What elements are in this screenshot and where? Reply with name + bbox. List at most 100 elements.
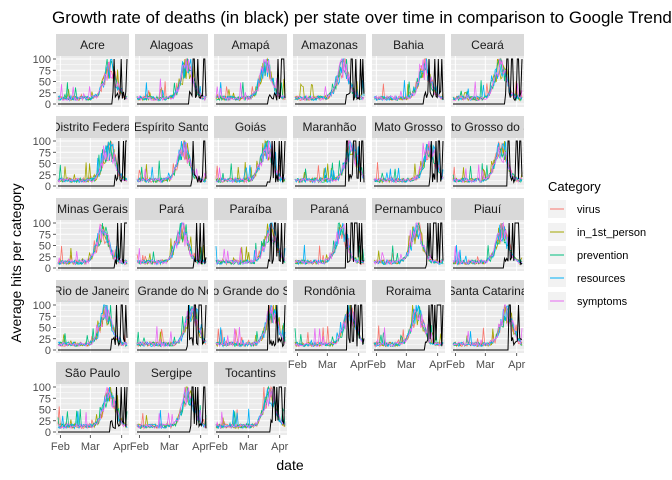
x-tick-label: Apr (192, 441, 209, 453)
panel-pernambuco: Pernambuco (372, 198, 445, 271)
panel-bahia: Bahia (372, 34, 445, 107)
y-tick-label: 100 (33, 218, 51, 230)
x-tick-label: Mar (160, 441, 179, 453)
series-line-symptoms (215, 58, 286, 102)
y-tick-label: 0 (45, 99, 51, 111)
strip-parana (293, 198, 366, 220)
chart-title: Growth rate of deaths (in black) per sta… (52, 8, 672, 27)
x-tick-label: Mar (397, 359, 416, 371)
panel-goias: Goiás (214, 116, 287, 189)
series-line-symptoms (136, 58, 207, 102)
panel-parana: Paraná (293, 198, 366, 271)
deaths-line (137, 386, 207, 433)
series-line-symptoms (294, 223, 365, 265)
strip-label-santa-catarina: Santa Catarina (447, 284, 527, 298)
strip-label-tocantins: Tocantins (225, 366, 276, 380)
y-tick-label: 50 (39, 241, 51, 253)
deaths-line (295, 140, 365, 187)
deaths-line (58, 58, 128, 105)
series-line-symptoms (294, 57, 365, 101)
strip-piaui (451, 198, 524, 220)
legend-label-in-1st-person: in_1st_person (577, 227, 646, 239)
y-tick-label: 100 (33, 136, 51, 148)
deaths-line (453, 304, 522, 351)
series-line-symptoms (57, 61, 128, 102)
deaths-line (216, 140, 286, 187)
series-line-symptoms (373, 308, 444, 347)
series-line-symptoms (215, 305, 286, 347)
panel-mato-grosso: Mato Grosso (372, 116, 445, 189)
series-line-symptoms (294, 310, 365, 347)
panel-rio-grande-do-sul: Rio Grande do Sul (201, 280, 300, 353)
strip-label-alagoas: Alagoas (150, 38, 193, 52)
deaths-line (58, 222, 127, 269)
strip-espirito-santo (135, 116, 208, 138)
strip-pernambuco (372, 198, 445, 220)
y-tick-label: 100 (33, 54, 51, 66)
deaths-line (137, 58, 207, 105)
strip-label-rio-grande-do-sul: Rio Grande do Sul (201, 284, 300, 298)
series-line-symptoms (294, 140, 365, 183)
y-tick-label: 0 (45, 263, 51, 275)
panel-alagoas: Alagoas (135, 34, 208, 107)
x-tick-label: Apr (271, 441, 288, 453)
strip-santa-catarina (451, 280, 524, 302)
series-line-prevention (215, 385, 286, 430)
strip-label-sao-paulo: São Paulo (65, 366, 121, 380)
x-axis-title: date (276, 457, 303, 473)
panel-maranhao: Maranhão (293, 116, 366, 189)
x-tick-label: Mar (476, 359, 495, 371)
strip-roraima (372, 280, 445, 302)
legend-label-prevention: prevention (577, 250, 628, 262)
deaths-line (374, 304, 444, 351)
strip-rio-grande-do-sul (214, 280, 287, 302)
panel-para: Pará (135, 198, 208, 271)
legend-label-symptoms: symptoms (577, 296, 628, 308)
deaths-line (374, 140, 444, 187)
strip-label-pernambuco: Pernambuco (374, 202, 442, 216)
panel-rondonia: Rondônia Feb Mar Apr (288, 280, 368, 371)
deaths-line (137, 222, 207, 269)
strip-rio-de-janeiro (56, 280, 129, 302)
y-tick-label: 50 (39, 159, 51, 171)
deaths-line (216, 304, 286, 351)
strip-label-amapa: Amapá (231, 38, 269, 52)
panel-tocantins: Tocantins Feb Mar Apr (209, 362, 289, 453)
panel-santa-catarina: Santa Catarina Feb Mar Apr (446, 280, 527, 371)
y-tick-label: 0 (45, 345, 51, 357)
strip-label-rio-de-janeiro: Rio de Janeiro (54, 284, 132, 298)
strip-label-rondonia: Rondônia (304, 284, 356, 298)
strip-paraiba (214, 198, 287, 220)
panel-piaui: Piauí (451, 198, 524, 271)
y-tick-label: 75 (39, 393, 51, 405)
legend-label-resources: resources (577, 273, 626, 285)
x-tick-label: Feb (288, 359, 307, 371)
strip-distrito-federal (56, 116, 129, 138)
x-tick-label: Feb (130, 441, 149, 453)
deaths-line (295, 304, 365, 351)
series-line-resources (294, 139, 365, 184)
x-tick-label: Feb (209, 441, 228, 453)
strip-rio-grande-do-norte (135, 280, 208, 302)
series-line-resources (215, 388, 286, 430)
x-tick-label: Mar (318, 359, 337, 371)
strip-label-bahia: Bahia (393, 38, 424, 52)
deaths-line (374, 222, 444, 269)
series-line-resources (373, 222, 444, 266)
deaths-line (453, 140, 523, 187)
legend-title: Category (548, 179, 601, 194)
panel-ceara: Ceará (451, 34, 524, 107)
series-line-prevention (215, 309, 286, 348)
strip-label-amazonas: Amazonas (301, 38, 358, 52)
legend: Category virus in_1st_person prevention res… (548, 179, 646, 310)
y-tick-label: 75 (39, 311, 51, 323)
panel-amazonas: Amazonas (293, 34, 366, 107)
strip-sao-paulo (56, 362, 129, 384)
strip-label-espirito-santo: Espírito Santo (134, 120, 210, 134)
strip-alagoas (135, 34, 208, 56)
y-tick-label: 25 (39, 170, 51, 182)
